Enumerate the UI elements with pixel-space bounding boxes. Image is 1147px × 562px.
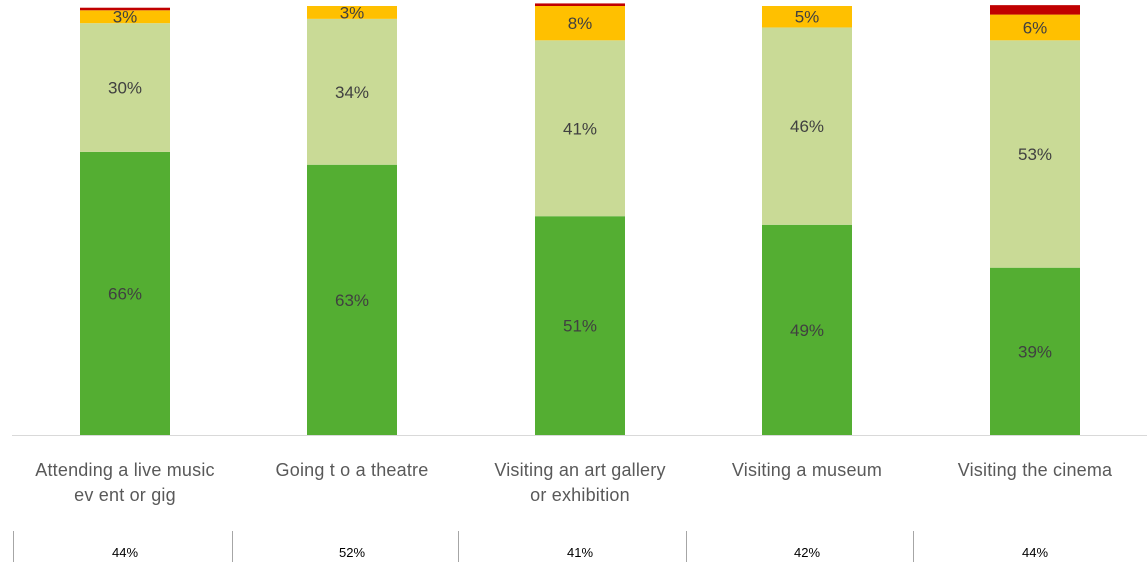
category-label-2: Going t o a theatre bbox=[237, 458, 467, 483]
data-label-3-series-2: 41% bbox=[563, 119, 597, 138]
bar-segment-4-series-3 bbox=[762, 6, 852, 28]
bar-segment-2-series-2 bbox=[307, 18, 397, 165]
category-label-1-line-1: Attending a live music bbox=[35, 460, 215, 480]
bar-segment-3-series-2 bbox=[535, 40, 625, 217]
category-label-3-line-2: or exhibition bbox=[530, 485, 630, 505]
data-label-3-series-3: 8% bbox=[568, 14, 593, 33]
data-label-5-series-3: 6% bbox=[1023, 18, 1048, 37]
footer-value-4: 42% bbox=[793, 545, 821, 560]
bar-segment-4-series-2 bbox=[762, 27, 852, 225]
data-label-1-series-2: 30% bbox=[108, 79, 142, 98]
footer-separator-2 bbox=[232, 531, 233, 562]
footer-separator-4 bbox=[686, 531, 687, 562]
bar-segment-2-series-1 bbox=[307, 164, 397, 436]
data-label-5-series-1: 39% bbox=[1018, 342, 1052, 361]
footer-value-2: 52% bbox=[338, 545, 366, 560]
footer-value-3: 41% bbox=[566, 545, 594, 560]
bar-segment-1-series-2 bbox=[80, 23, 170, 152]
category-label-1-line-2: ev ent or gig bbox=[74, 485, 176, 505]
data-label-3-series-1: 51% bbox=[563, 317, 597, 336]
bar-segment-1-series-1 bbox=[80, 151, 170, 436]
data-label-5-series-2: 53% bbox=[1018, 145, 1052, 164]
bar-segment-3-series-4 bbox=[535, 3, 625, 6]
bar-segment-5-series-2 bbox=[990, 40, 1080, 268]
category-label-5-line-1: Visiting the cinema bbox=[957, 460, 1113, 480]
data-label-1-series-3: 3% bbox=[113, 8, 138, 27]
data-label-4-series-3: 5% bbox=[795, 8, 820, 27]
footer-value-5: 44% bbox=[1021, 545, 1049, 560]
bar-segment-5-series-4 bbox=[990, 5, 1080, 15]
bar-segment-1-series-4 bbox=[80, 7, 170, 11]
bar-segment-1-series-3 bbox=[80, 10, 170, 24]
footer-separator-1 bbox=[13, 531, 14, 562]
bar-segment-5-series-1 bbox=[990, 267, 1080, 435]
bar-segment-3-series-1 bbox=[535, 216, 625, 435]
data-label-4-series-1: 49% bbox=[790, 321, 824, 340]
category-label-2-line-1: Going t o a theatre bbox=[275, 460, 429, 480]
data-label-2-series-3: 3% bbox=[340, 3, 365, 22]
bar-segment-4-series-1 bbox=[762, 224, 852, 435]
category-label-3-line-1: Visiting an art gallery bbox=[494, 460, 666, 480]
data-label-2-series-1: 63% bbox=[335, 291, 369, 310]
bar-segment-5-series-3 bbox=[990, 14, 1080, 41]
data-label-1-series-1: 66% bbox=[108, 284, 142, 303]
data-label-4-series-2: 46% bbox=[790, 117, 824, 136]
bar-segment-2-series-3 bbox=[307, 6, 397, 19]
footer-separator-5 bbox=[913, 531, 914, 562]
footer-separator-3 bbox=[458, 531, 459, 562]
bar-segment-3-series-3 bbox=[535, 6, 625, 41]
category-label-1: Attending a live music ev ent or gig bbox=[10, 458, 240, 508]
data-label-2-series-2: 34% bbox=[335, 83, 369, 102]
category-label-4-line-1: Visiting a museum bbox=[731, 460, 883, 480]
category-label-3: Visiting an art gallery or exhibition bbox=[465, 458, 695, 508]
category-label-5: Visiting the cinema bbox=[920, 458, 1147, 483]
footer-value-1: 44% bbox=[111, 545, 139, 560]
category-label-4: Visiting a museum bbox=[692, 458, 922, 483]
